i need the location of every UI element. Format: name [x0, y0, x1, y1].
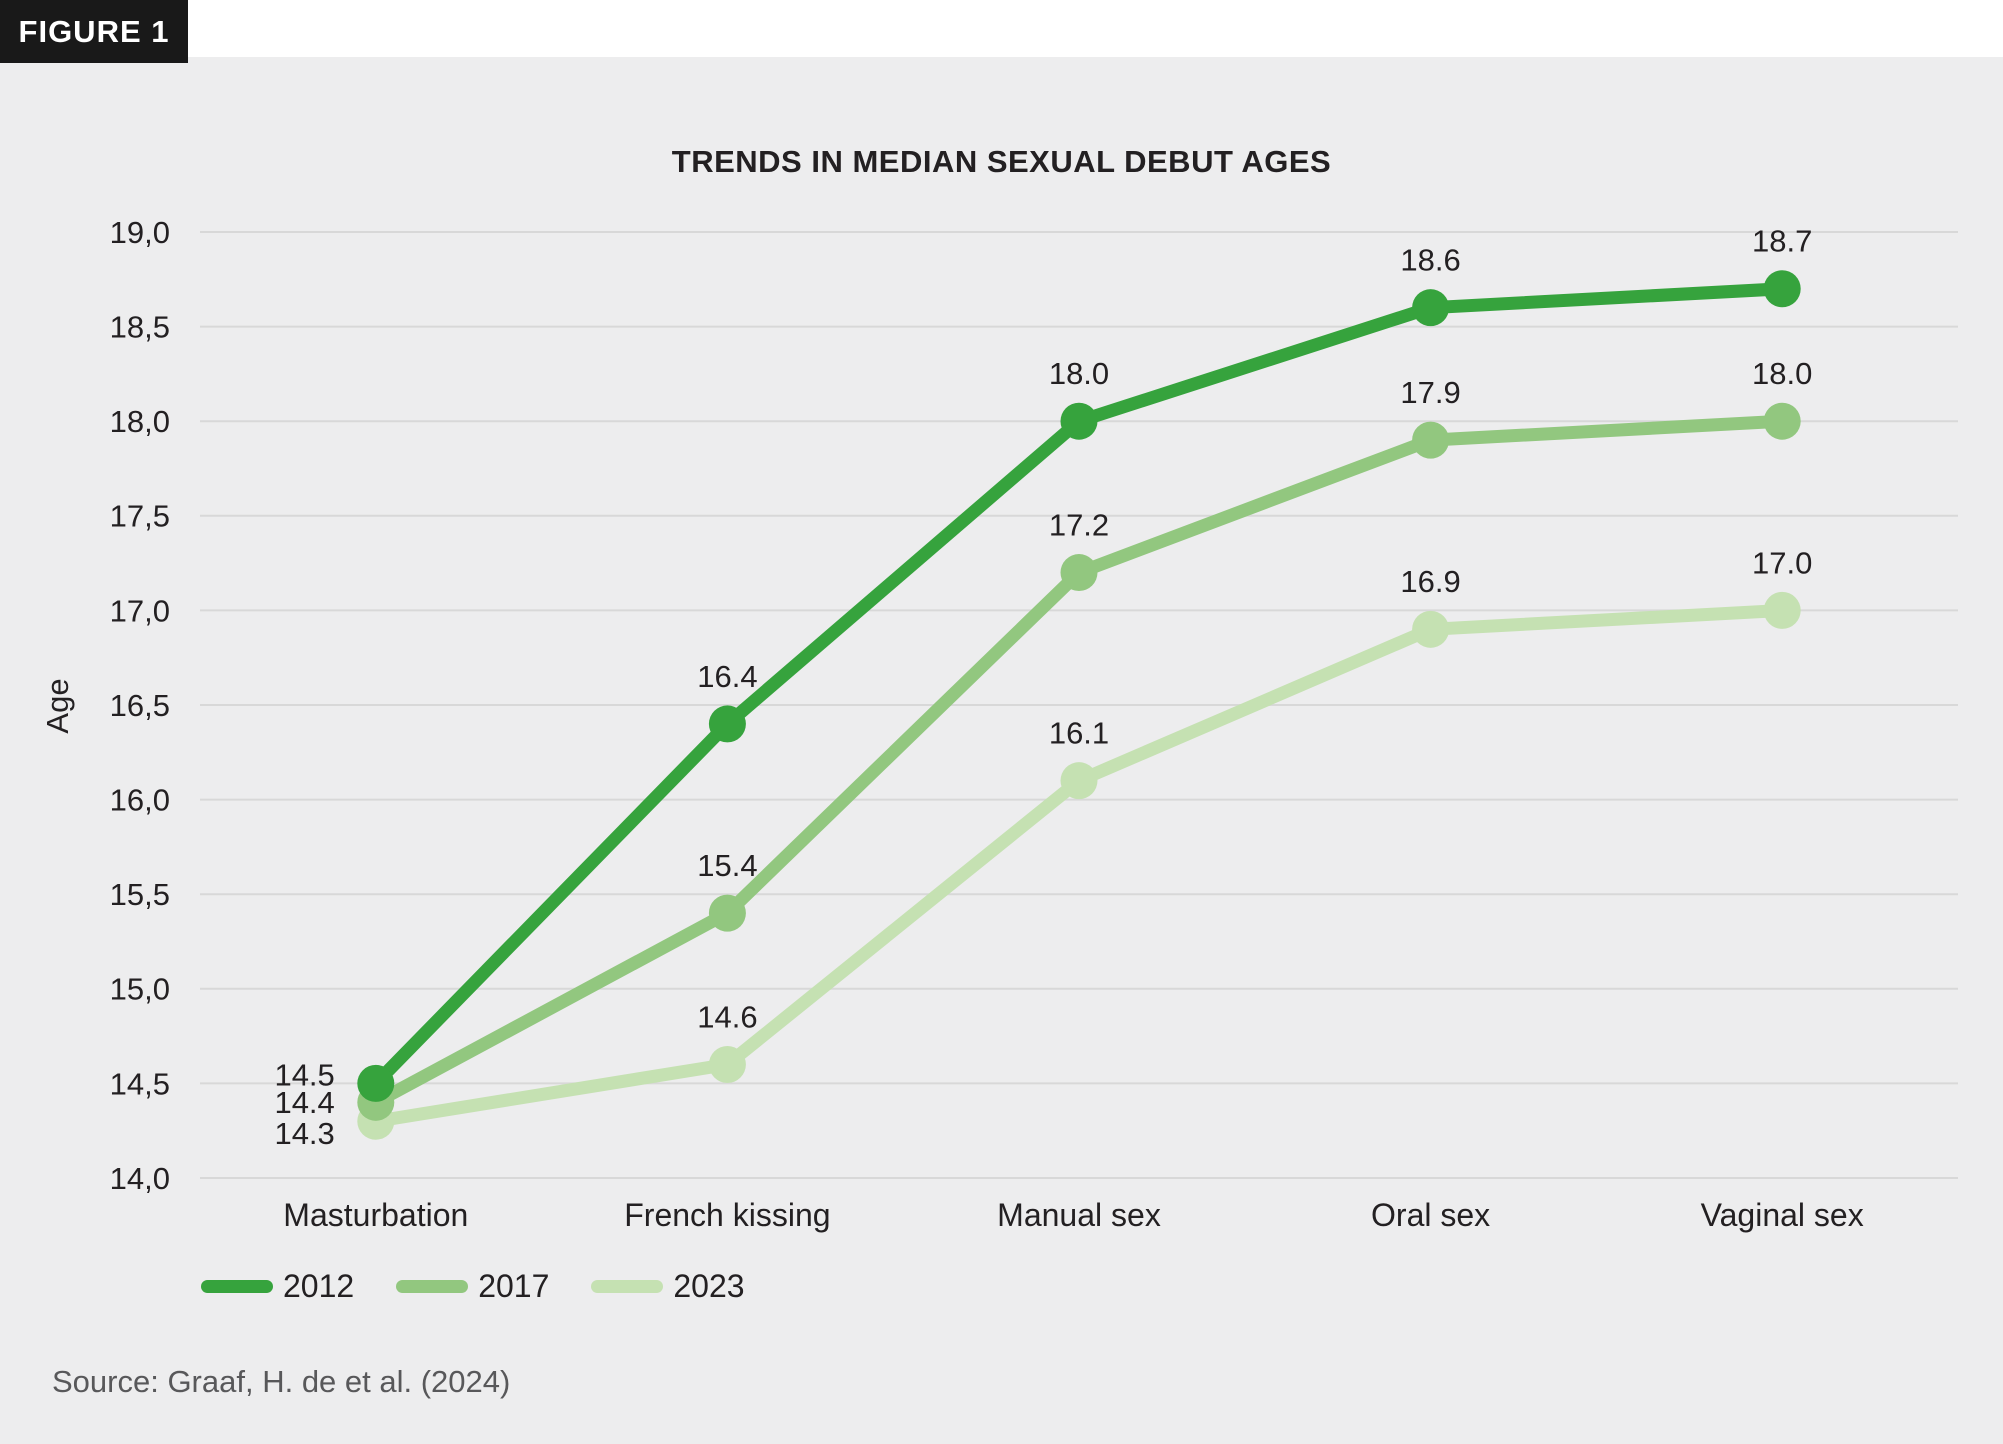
legend-label: 2023: [673, 1268, 745, 1304]
y-tick-label: 15,5: [110, 877, 170, 912]
series-2012: [357, 270, 1801, 1102]
series-2023: [357, 591, 1801, 1140]
data-label: 18.7: [1752, 224, 1812, 259]
figure-label: FIGURE 1: [18, 13, 170, 49]
data-point: [708, 894, 746, 932]
x-axis-labels: Masturbation French kissing Manual sex Oral…: [283, 1197, 1863, 1233]
figure-label-box: FIGURE 1: [0, 0, 188, 63]
data-point: [1060, 402, 1098, 440]
y-tick-label: 14,0: [110, 1161, 170, 1196]
data-point: [1412, 289, 1450, 327]
data-point: [1763, 402, 1801, 440]
data-label: 17.0: [1752, 545, 1812, 580]
legend-item-2012: 2012: [201, 1268, 354, 1305]
legend: 2012 2017 2023: [201, 1268, 745, 1305]
data-label: 14.6: [697, 999, 757, 1034]
data-label: 17.9: [1400, 375, 1460, 410]
y-tick-label: 17,0: [110, 593, 170, 628]
data-point: [1412, 421, 1450, 459]
y-tick-label: 16,0: [110, 782, 170, 817]
data-label: 16.1: [1049, 716, 1109, 751]
x-category-label: Masturbation: [283, 1197, 468, 1233]
data-label: 18.0: [1049, 356, 1109, 391]
data-point: [708, 705, 746, 743]
y-tick-label: 17,5: [110, 499, 170, 534]
chart-panel: [0, 57, 2003, 1444]
legend-label: 2017: [478, 1268, 550, 1304]
x-category-label: Manual sex: [997, 1197, 1161, 1233]
y-tick-label: 16,5: [110, 688, 170, 723]
data-point: [1412, 610, 1450, 648]
y-axis-title: Age: [40, 678, 75, 733]
y-tick-label: 18,5: [110, 309, 170, 344]
legend-item-2017: 2017: [396, 1268, 549, 1305]
x-category-label: Oral sex: [1371, 1197, 1490, 1233]
x-category-label: Vaginal sex: [1701, 1197, 1864, 1233]
legend-swatch: [591, 1280, 664, 1293]
y-tick-label: 19,0: [110, 215, 170, 250]
y-tick-label: 14,5: [110, 1066, 170, 1101]
legend-swatch: [396, 1280, 469, 1293]
data-label: 15.4: [697, 848, 757, 883]
x-category-label: French kissing: [624, 1197, 830, 1233]
y-axis-labels: 19,0 18,5 18,0 17,5 17,0 16,5 16,0 15,5 15,0 14,5…: [110, 215, 170, 1196]
source-note: Source: Graaf, H. de et al. (2024): [52, 1364, 511, 1399]
data-label: 18.6: [1400, 243, 1460, 278]
data-point: [1763, 591, 1801, 629]
data-label: 16.9: [1400, 564, 1460, 599]
data-label: 14.5: [274, 1057, 334, 1092]
legend-label: 2012: [283, 1268, 355, 1304]
series-2017: [357, 402, 1801, 1121]
chart-title: TRENDS IN MEDIAN SEXUAL DEBUT AGES: [671, 144, 1332, 179]
data-label: 18.0: [1752, 356, 1812, 391]
data-label: 14.3: [274, 1116, 334, 1151]
data-label: 16.4: [697, 659, 757, 694]
legend-swatch: [201, 1280, 273, 1293]
data-labels: 14.5 16.4 18.0 18.6 18.7 14.4 15.4 17.2 17.9 18.0…: [274, 224, 1812, 1151]
data-label: 14.4: [274, 1085, 334, 1120]
data-point: [357, 1064, 395, 1102]
data-label: 17.2: [1049, 507, 1109, 542]
data-point: [1060, 762, 1098, 800]
data-point: [1763, 270, 1801, 308]
data-point: [1060, 554, 1098, 592]
data-point: [708, 1045, 746, 1083]
y-tick-label: 15,0: [110, 972, 170, 1007]
gridlines: [200, 231, 1958, 1179]
y-tick-label: 18,0: [110, 404, 170, 439]
legend-item-2023: 2023: [591, 1268, 745, 1305]
top-strip: [0, 0, 2003, 57]
